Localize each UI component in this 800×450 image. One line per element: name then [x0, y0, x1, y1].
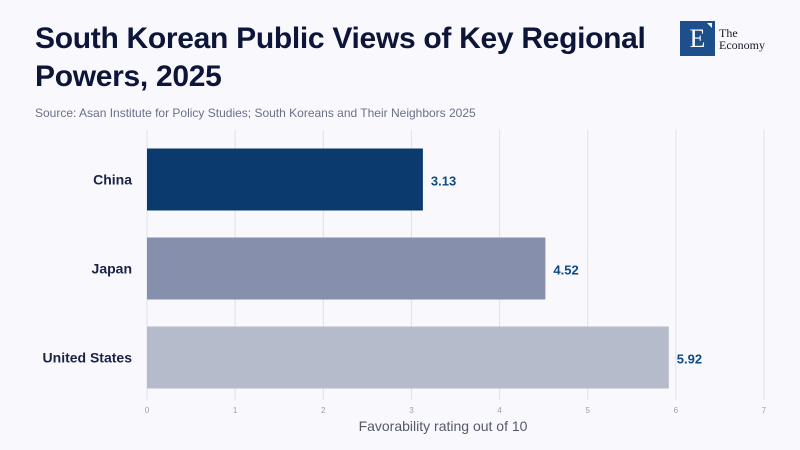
- x-tick-label: 4: [497, 406, 502, 415]
- x-tick-label: 3: [409, 406, 414, 415]
- x-tick-label: 5: [585, 406, 590, 415]
- category-label: China: [93, 172, 132, 188]
- category-label: Japan: [92, 261, 132, 277]
- x-tick-label: 0: [145, 406, 150, 415]
- chart-title: South Korean Public Views of Key Regiona…: [35, 22, 646, 93]
- bar-united-states: [147, 326, 669, 389]
- brand-logo: E The Economy: [680, 21, 765, 56]
- logo-line-2: Economy: [719, 37, 765, 52]
- x-tick-label: 7: [762, 406, 767, 415]
- bar-china: [147, 148, 423, 211]
- category-label: United States: [43, 350, 133, 366]
- x-tick-labels: 0 1 2 3 4 5 6 7: [145, 406, 767, 415]
- chart-source: Source: Asan Institute for Policy Studie…: [35, 106, 476, 120]
- logo-text: The Economy: [719, 27, 765, 51]
- bar-japan: [147, 237, 546, 300]
- x-tick-label: 2: [321, 406, 326, 415]
- logo-line-1: The: [719, 25, 738, 40]
- value-label: 5.92: [677, 352, 702, 367]
- value-label: 3.13: [431, 174, 456, 189]
- logo-e-icon: E: [680, 21, 715, 56]
- bars: [147, 148, 669, 389]
- value-labels: 3.13 4.52 5.92: [431, 174, 702, 367]
- x-axis-title: Favorability rating out of 10: [359, 418, 528, 434]
- x-tick-label: 6: [674, 406, 679, 415]
- x-tick-label: 1: [233, 406, 238, 415]
- category-labels: China Japan United States: [43, 172, 133, 366]
- value-label: 4.52: [553, 263, 578, 278]
